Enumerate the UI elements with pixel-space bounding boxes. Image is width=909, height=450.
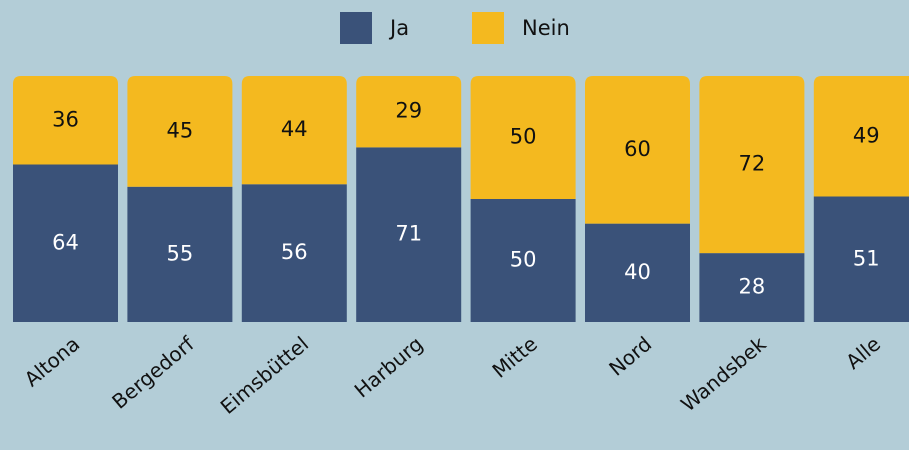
x-tick-label: Nord bbox=[604, 332, 656, 381]
x-tick-label: Wandsbek bbox=[676, 331, 771, 416]
data-label: 71 bbox=[395, 222, 422, 246]
x-tick-label: Bergedorf bbox=[107, 331, 199, 414]
x-tick-label: Mitte bbox=[487, 332, 541, 383]
data-label: 44 bbox=[281, 117, 308, 141]
bar-segment bbox=[241, 184, 347, 322]
data-label: 51 bbox=[853, 246, 880, 270]
legend-swatch bbox=[472, 12, 504, 44]
bar-segment bbox=[585, 223, 690, 322]
x-tick-label: Harburg bbox=[350, 332, 428, 403]
bar-segment bbox=[127, 186, 233, 322]
bar-segment bbox=[356, 147, 462, 322]
data-label: 50 bbox=[510, 248, 537, 272]
data-label: 49 bbox=[853, 123, 880, 147]
bar-segment bbox=[356, 76, 462, 148]
data-label: 45 bbox=[167, 118, 194, 142]
bar-segment bbox=[585, 76, 690, 224]
bar-segment bbox=[813, 196, 909, 322]
bar-segment bbox=[699, 253, 805, 322]
data-label: 55 bbox=[167, 241, 194, 265]
bar-segment bbox=[127, 76, 233, 187]
bar-segment bbox=[813, 76, 909, 197]
bar-segment bbox=[241, 76, 347, 185]
bar-segment bbox=[13, 76, 118, 165]
data-label: 40 bbox=[624, 260, 651, 284]
x-tick-label: Eimsbüttel bbox=[216, 332, 313, 419]
x-tick-label: Altona bbox=[20, 332, 85, 392]
x-tick-label: Alle bbox=[841, 332, 885, 374]
legend-label: Ja bbox=[388, 16, 409, 40]
data-label: 56 bbox=[281, 240, 308, 264]
data-label: 29 bbox=[395, 99, 422, 123]
bar-segment bbox=[13, 164, 118, 322]
bar-segment bbox=[470, 199, 576, 322]
data-label: 60 bbox=[624, 137, 651, 161]
data-label: 28 bbox=[739, 275, 766, 299]
data-label: 50 bbox=[510, 125, 537, 149]
data-label: 36 bbox=[52, 107, 79, 131]
bar-segment bbox=[699, 76, 805, 254]
data-label: 64 bbox=[52, 230, 79, 254]
legend-swatch bbox=[340, 12, 372, 44]
data-label: 72 bbox=[739, 152, 766, 176]
legend-label: Nein bbox=[522, 16, 570, 40]
bar-segment bbox=[470, 76, 576, 199]
